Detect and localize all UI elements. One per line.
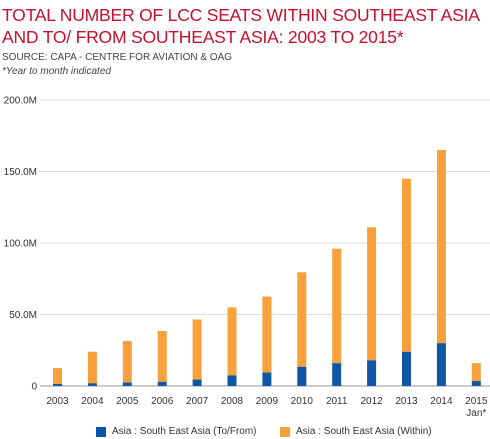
bar-to-from	[297, 366, 307, 386]
bar-to-from	[402, 351, 411, 386]
bar-to-from	[471, 380, 481, 386]
bar-to-from	[436, 343, 446, 386]
bar-within	[192, 319, 202, 380]
bar-within	[471, 363, 481, 381]
chart-title: TOTAL NUMBER OF LCC SEATS WITHIN SOUTHEA…	[2, 5, 479, 47]
legend-item-within: Asia : South East Asia (Within)	[280, 426, 432, 437]
bar-to-from	[157, 381, 167, 386]
bar-within	[436, 150, 446, 344]
y-tick-label: 0	[31, 382, 37, 393]
x-tick-label: 2011	[326, 396, 348, 407]
bar-to-from	[262, 372, 272, 386]
chart-source: SOURCE: CAPA - CENTRE FOR AVIATION & OAG	[2, 52, 233, 63]
x-tick-label: 2008	[221, 396, 244, 407]
x-tick-label: 2005	[116, 396, 139, 407]
bar-within	[227, 307, 237, 376]
bar-within	[122, 340, 132, 383]
bar-within	[367, 227, 377, 361]
legend-label-within: Asia : South East Asia (Within)	[296, 426, 432, 437]
bar-within	[262, 296, 272, 373]
bar-to-from	[227, 375, 237, 386]
y-tick-label: 200.0M	[4, 96, 37, 107]
legend-swatch-to-from	[96, 426, 106, 437]
legend-swatch-within	[280, 426, 290, 437]
bar-to-from	[367, 360, 377, 386]
x-tick-label: Jan*	[466, 408, 486, 419]
chart-note: *Year to month indicated	[2, 66, 111, 77]
y-tick-label: 150.0M	[4, 167, 37, 178]
legend-label-to-from: Asia : South East Asia (To/From)	[112, 426, 257, 437]
x-tick-label: 2004	[81, 396, 104, 407]
legend-item-to-from: Asia : South East Asia (To/From)	[96, 426, 257, 437]
x-tick-label: 2015	[465, 396, 488, 407]
bar-within	[332, 248, 342, 364]
bar-within	[157, 330, 167, 382]
bar-within	[87, 351, 97, 384]
x-tick-label: 2010	[291, 396, 314, 407]
x-tick-label: 2013	[395, 396, 418, 407]
x-tick-label: 2006	[151, 396, 174, 407]
y-tick-label: 100.0M	[4, 239, 37, 250]
x-tick-label: 2009	[256, 396, 279, 407]
bar-to-from	[332, 363, 342, 386]
x-tick-label: 2012	[360, 396, 383, 407]
bar-within	[297, 272, 307, 367]
x-tick-label: 2003	[46, 396, 69, 407]
y-tick-label: 50.0M	[9, 310, 37, 321]
bar-to-from	[87, 383, 97, 386]
bar-within	[402, 178, 411, 352]
bar-to-from	[53, 383, 62, 386]
x-tick-label: 2014	[430, 396, 453, 407]
bar-to-from	[192, 379, 202, 386]
bar-within	[53, 368, 62, 384]
bar-to-from	[122, 382, 132, 386]
x-tick-label: 2007	[186, 396, 209, 407]
